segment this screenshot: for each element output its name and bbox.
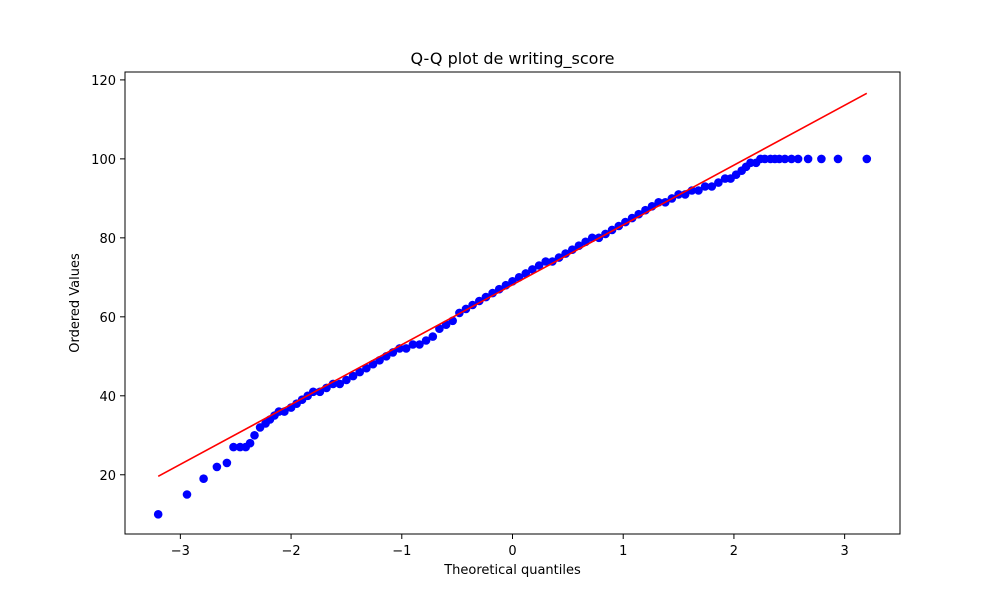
data-point bbox=[528, 265, 537, 274]
data-point bbox=[780, 154, 790, 164]
y-tick-label: 60 bbox=[99, 311, 116, 326]
plot-frame bbox=[124, 71, 901, 535]
y-tick-label: 40 bbox=[99, 390, 116, 405]
data-point bbox=[803, 154, 813, 164]
x-tick-label: −2 bbox=[281, 544, 300, 559]
data-point bbox=[428, 332, 438, 341]
fit-line bbox=[157, 92, 868, 478]
data-point bbox=[793, 154, 803, 164]
x-axis-label: Theoretical quantiles bbox=[443, 563, 581, 578]
data-point bbox=[199, 474, 208, 484]
data-point bbox=[355, 367, 365, 377]
x-tick-label: 3 bbox=[841, 544, 849, 559]
data-point bbox=[481, 292, 491, 302]
data-point bbox=[342, 375, 351, 385]
data-point bbox=[627, 213, 637, 223]
data-point bbox=[335, 379, 345, 389]
y-tick-label: 80 bbox=[99, 232, 116, 247]
data-point bbox=[833, 154, 843, 164]
y-axis-label: Ordered Values bbox=[68, 253, 83, 353]
data-point bbox=[541, 257, 550, 266]
data-point bbox=[862, 154, 872, 164]
data-point bbox=[817, 154, 826, 164]
data-point bbox=[700, 182, 710, 191]
data-point bbox=[348, 371, 358, 381]
data-point bbox=[421, 336, 431, 345]
data-point bbox=[521, 269, 531, 278]
data-point bbox=[435, 324, 444, 334]
y-tick-label: 20 bbox=[99, 469, 116, 484]
data-point bbox=[328, 379, 338, 389]
data-point bbox=[554, 253, 564, 262]
data-point bbox=[229, 442, 238, 452]
data-point bbox=[212, 462, 222, 472]
data-point bbox=[153, 510, 163, 519]
y-tick-label: 100 bbox=[91, 153, 116, 168]
x-tick-label: 1 bbox=[619, 544, 627, 559]
data-point bbox=[222, 458, 232, 468]
x-axis: −3 −2 −1 0 1 2 3 bbox=[171, 534, 849, 559]
data-point bbox=[415, 340, 424, 349]
data-point bbox=[250, 431, 259, 440]
x-tick-label: −1 bbox=[392, 544, 411, 559]
data-point bbox=[787, 154, 796, 164]
y-tick-label: 120 bbox=[91, 74, 116, 89]
data-point bbox=[245, 438, 255, 448]
x-tick-label: 2 bbox=[730, 544, 738, 559]
data-point bbox=[714, 178, 723, 187]
data-point bbox=[707, 182, 717, 191]
data-point bbox=[408, 340, 418, 349]
data-point bbox=[534, 261, 544, 270]
chart-title: Q-Q plot de writing_score bbox=[410, 49, 614, 69]
y-axis: 20 40 60 80 100 120 bbox=[91, 74, 125, 484]
data-point bbox=[694, 186, 703, 195]
data-point bbox=[362, 363, 371, 373]
data-point bbox=[182, 490, 192, 499]
x-tick-label: 0 bbox=[508, 544, 516, 559]
data-point bbox=[401, 344, 411, 353]
plot-marks bbox=[153, 92, 872, 519]
x-tick-label: −3 bbox=[171, 544, 190, 559]
